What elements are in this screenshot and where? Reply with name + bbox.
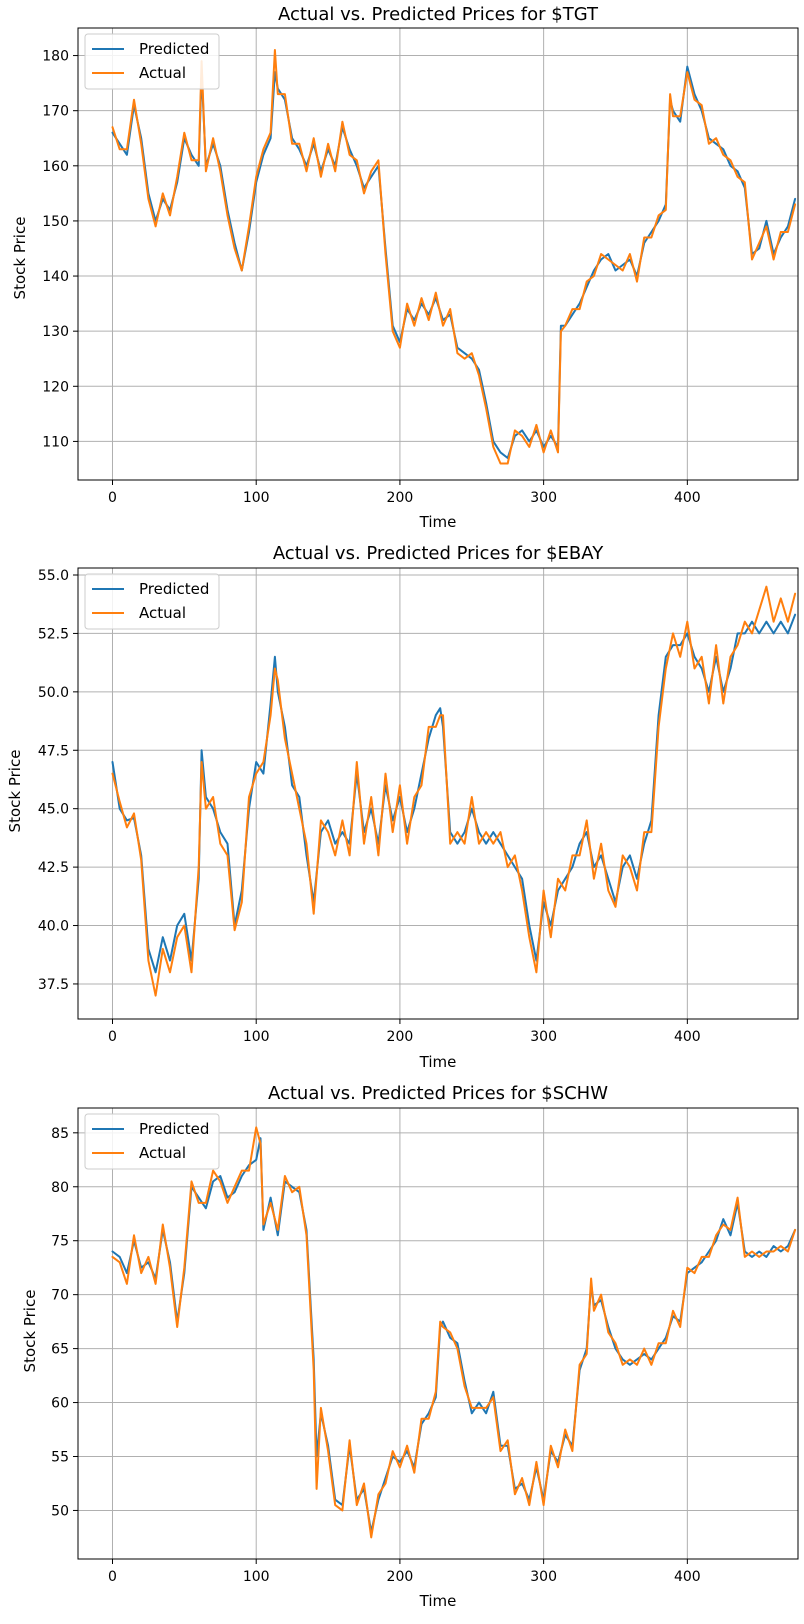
y-axis-label: Stock Price <box>6 750 24 833</box>
y-tick-label: 50.0 <box>38 685 69 701</box>
x-axis-label: Time <box>419 513 457 531</box>
legend: Predicted Actual <box>84 573 220 630</box>
y-tick-label: 42.5 <box>38 860 69 876</box>
x-tick-label: 300 <box>530 1029 557 1045</box>
chart-panel-tgt: Actual vs. Predicted Prices for $TGT Tim… <box>11 4 799 531</box>
y-axis-label: Stock Price <box>21 1290 39 1373</box>
y-tick-label: 52.5 <box>38 626 69 642</box>
y-axis-label: Stock Price <box>11 217 29 300</box>
plot-frame <box>77 27 799 481</box>
series-group <box>111 585 797 997</box>
y-tick-label: 70 <box>51 1288 69 1304</box>
legend-label-predicted: Predicted <box>139 580 209 598</box>
y-tick-label: 40.0 <box>38 919 69 935</box>
y-tick-group: 110 120 130 140 150 160 170 180 <box>42 49 78 450</box>
x-tick-label: 200 <box>387 1029 414 1045</box>
legend-label-predicted: Predicted <box>139 1120 209 1138</box>
x-tick-label: 0 <box>108 490 117 506</box>
series-group <box>111 49 797 465</box>
y-tick-group: 50 55 60 65 70 75 80 85 <box>51 1126 78 1519</box>
y-tick-label: 150 <box>42 214 69 230</box>
legend: Predicted Actual <box>84 33 220 90</box>
y-tick-label: 160 <box>42 159 69 175</box>
x-tick-label: 100 <box>243 1029 270 1045</box>
x-tick-group: 0 100 200 300 400 <box>108 1019 701 1045</box>
y-tick-label: 60 <box>51 1396 69 1412</box>
x-tick-label: 0 <box>108 1029 117 1045</box>
series-line-actual <box>111 585 797 997</box>
legend-label-predicted: Predicted <box>139 40 209 58</box>
legend-box <box>84 33 220 90</box>
y-tick-label: 120 <box>42 379 69 395</box>
x-tick-label: 0 <box>108 1569 117 1585</box>
x-tick-label: 300 <box>530 1569 557 1585</box>
y-tick-label: 50 <box>51 1503 69 1519</box>
y-tick-label: 45.0 <box>38 802 69 818</box>
y-tick-label: 180 <box>42 49 69 65</box>
plot-frame <box>77 567 799 1020</box>
legend-label-actual: Actual <box>139 1144 186 1162</box>
y-tick-label: 75 <box>51 1234 69 1250</box>
y-tick-group: 37.5 40.0 42.5 45.0 47.5 50.0 52.5 55.0 <box>38 568 78 993</box>
y-tick-label: 170 <box>42 104 69 120</box>
y-tick-label: 55.0 <box>38 568 69 584</box>
series-group <box>111 1126 797 1539</box>
chart-panel-schw: Actual vs. Predicted Prices for $SCHW Ti… <box>21 1083 799 1610</box>
y-tick-label: 65 <box>51 1342 69 1358</box>
chart-panel-ebay: Actual vs. Predicted Prices for $EBAY Ti… <box>6 543 799 1071</box>
y-tick-label: 130 <box>42 324 69 340</box>
x-tick-group: 0 100 200 300 400 <box>108 480 701 506</box>
series-line-actual <box>111 1126 797 1539</box>
chart-title: Actual vs. Predicted Prices for $TGT <box>278 4 599 25</box>
x-tick-label: 100 <box>243 490 270 506</box>
x-axis-label: Time <box>419 1592 457 1610</box>
x-tick-label: 100 <box>243 1569 270 1585</box>
x-tick-label: 300 <box>530 490 557 506</box>
y-tick-label: 47.5 <box>38 743 69 759</box>
x-tick-label: 200 <box>387 1569 414 1585</box>
chart-title: Actual vs. Predicted Prices for $EBAY <box>273 543 604 564</box>
legend-box <box>84 573 220 630</box>
y-tick-label: 37.5 <box>38 977 69 993</box>
x-tick-label: 400 <box>674 1029 701 1045</box>
y-tick-label: 110 <box>42 434 69 450</box>
x-tick-label: 200 <box>387 490 414 506</box>
x-axis-label: Time <box>419 1053 457 1071</box>
legend: Predicted Actual <box>84 1113 220 1170</box>
legend-label-actual: Actual <box>139 604 186 622</box>
y-tick-label: 85 <box>51 1126 69 1142</box>
legend-box <box>84 1113 220 1170</box>
y-tick-label: 80 <box>51 1180 69 1196</box>
chart-title: Actual vs. Predicted Prices for $SCHW <box>268 1083 608 1104</box>
x-tick-label: 400 <box>674 1569 701 1585</box>
legend-label-actual: Actual <box>139 64 186 82</box>
series-line-actual <box>111 49 797 465</box>
plot-frame <box>77 1107 799 1560</box>
x-tick-label: 400 <box>674 490 701 506</box>
y-tick-label: 55 <box>51 1450 69 1466</box>
y-tick-label: 140 <box>42 269 69 285</box>
x-tick-group: 0 100 200 300 400 <box>108 1559 701 1585</box>
